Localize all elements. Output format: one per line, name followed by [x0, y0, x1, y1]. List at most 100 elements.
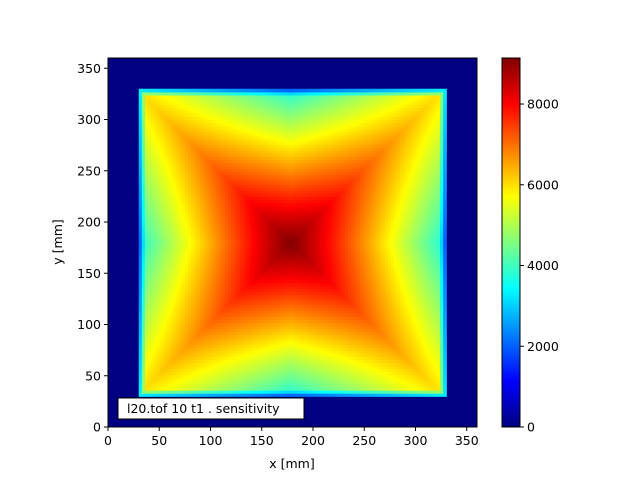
heatmap-cell: [243, 208, 247, 213]
heatmap-cell: [243, 91, 247, 96]
heatmap-cell: [194, 316, 198, 320]
heatmap-cell: [187, 214, 192, 219]
heatmap-cell: [209, 208, 214, 213]
heatmap-cell: [166, 328, 171, 333]
heatmap-cell: [144, 340, 149, 345]
heatmap-cell: [203, 350, 207, 354]
heatmap-cell: [172, 337, 177, 342]
heatmap-cell: [191, 340, 195, 345]
heatmap-cell: [144, 310, 149, 314]
heatmap-cell: [215, 267, 220, 271]
heatmap-cell: [212, 319, 217, 324]
heatmap-cell: [240, 230, 244, 234]
heatmap-cell: [151, 214, 155, 219]
heatmap-cell: [221, 137, 226, 142]
heatmap-cell: [246, 285, 251, 290]
heatmap-cell: [160, 239, 164, 244]
heatmap-cell: [212, 202, 217, 207]
heatmap-cell: [224, 205, 229, 210]
heatmap-cell: [178, 187, 183, 191]
heatmap-cell: [160, 94, 164, 99]
heatmap-cell: [184, 214, 189, 219]
heatmap-cell: [194, 359, 198, 364]
heatmap-cell: [215, 193, 220, 197]
heatmap-cell: [181, 214, 186, 219]
heatmap-cell: [181, 331, 186, 336]
heatmap-cell: [138, 387, 143, 391]
heatmap-cell: [231, 242, 235, 247]
heatmap-cell: [221, 104, 226, 108]
heatmap-cell: [221, 91, 226, 96]
heatmap-cell: [215, 390, 220, 394]
heatmap-cell: [218, 365, 223, 370]
heatmap-cell: [227, 125, 232, 130]
heatmap-cell: [157, 165, 161, 170]
heatmap-cell: [240, 291, 244, 296]
heatmap-cell: [160, 362, 164, 367]
heatmap-cell: [215, 387, 220, 391]
heatmap-cell: [200, 282, 204, 287]
heatmap-cell: [141, 214, 146, 219]
heatmap-cell: [175, 119, 180, 124]
heatmap-cell: [172, 291, 177, 296]
heatmap-cell: [221, 368, 226, 373]
heatmap-cell: [194, 374, 198, 379]
heatmap-cell: [203, 248, 207, 253]
heatmap-cell: [203, 177, 207, 182]
heatmap-cell: [224, 300, 229, 305]
heatmap-cell: [227, 285, 232, 290]
heatmap-cell: [218, 205, 223, 210]
heatmap-cell: [138, 187, 143, 191]
heatmap-cell: [157, 131, 161, 136]
heatmap-cell: [246, 322, 251, 327]
heatmap-cell: [151, 331, 155, 336]
heatmap-cell: [203, 110, 207, 114]
heatmap-cell: [218, 307, 223, 311]
heatmap-cell: [231, 328, 235, 333]
heatmap-cell: [218, 359, 223, 364]
heatmap-cell: [154, 300, 158, 305]
heatmap-cell: [234, 211, 238, 216]
heatmap-cell: [181, 343, 186, 348]
heatmap-cell: [175, 353, 180, 357]
heatmap-cell: [184, 156, 189, 161]
heatmap-cell: [200, 125, 204, 130]
heatmap-cell: [246, 165, 251, 170]
heatmap-cell: [215, 224, 220, 228]
heatmap-cell: [151, 156, 155, 161]
heatmap-cell: [243, 297, 247, 302]
heatmap-cell: [169, 177, 174, 182]
heatmap-cell: [200, 137, 204, 142]
heatmap-cell: [227, 251, 232, 256]
heatmap-cell: [166, 94, 171, 99]
heatmap-cell: [151, 193, 155, 197]
heatmap-cell: [246, 125, 251, 130]
heatmap-cell: [141, 334, 146, 339]
heatmap-cell: [206, 377, 211, 382]
heatmap-cell: [141, 313, 146, 317]
heatmap-cell: [197, 304, 201, 308]
heatmap-cell: [157, 159, 161, 164]
heatmap-cell: [160, 224, 164, 228]
heatmap-cell: [231, 383, 235, 388]
heatmap-cell: [234, 94, 238, 99]
heatmap-cell: [212, 251, 217, 256]
heatmap-cell: [172, 242, 177, 247]
heatmap-cell: [194, 248, 198, 253]
heatmap-cell: [166, 187, 171, 191]
heatmap-cell: [178, 337, 183, 342]
heatmap-cell: [240, 88, 244, 93]
heatmap-cell: [157, 134, 161, 139]
heatmap-cell: [246, 147, 251, 151]
heatmap-cell: [209, 242, 214, 247]
heatmap-cell: [181, 270, 186, 274]
heatmap-cell: [151, 337, 155, 342]
heatmap-cell: [243, 202, 247, 207]
heatmap-cell: [163, 153, 168, 157]
heatmap-cell: [246, 310, 251, 314]
heatmap-cell: [144, 334, 149, 339]
heatmap-cell: [151, 94, 155, 99]
heatmap-cell: [138, 113, 143, 118]
heatmap-cell: [169, 107, 174, 111]
heatmap-cell: [160, 184, 164, 188]
